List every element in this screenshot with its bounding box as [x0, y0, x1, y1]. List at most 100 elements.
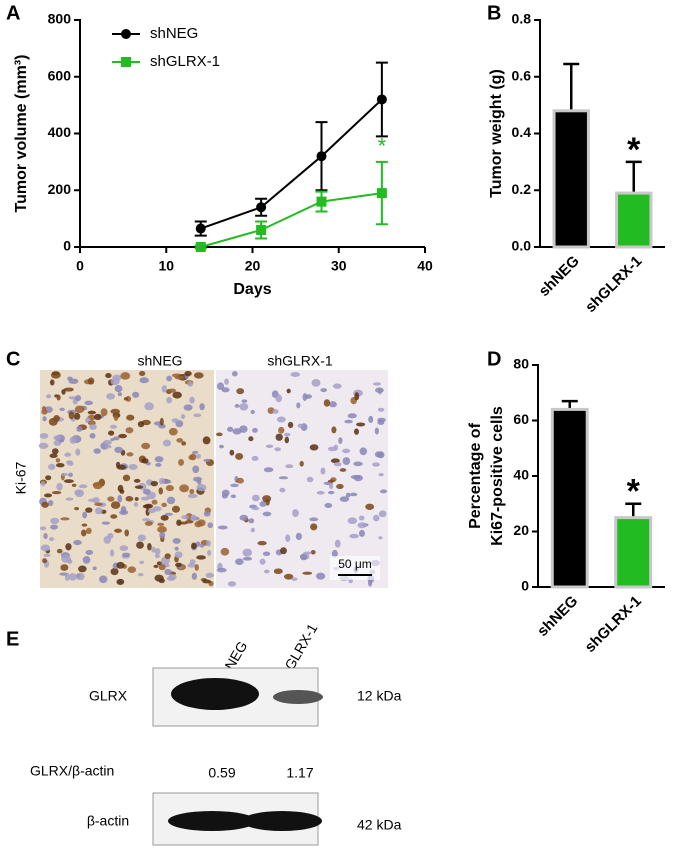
cell [180, 414, 186, 420]
cell [329, 483, 334, 490]
cell [110, 378, 120, 386]
cell [55, 458, 61, 463]
cell [121, 552, 131, 557]
error-bar [625, 160, 642, 194]
cell [378, 472, 384, 477]
cell [43, 553, 51, 558]
cell [221, 387, 230, 393]
cell [378, 536, 383, 540]
cell [61, 389, 66, 395]
cell [296, 402, 301, 409]
cell [87, 498, 96, 502]
cell [236, 388, 245, 395]
cell [192, 465, 200, 474]
cell [242, 556, 253, 561]
cell [118, 433, 127, 439]
cell [347, 517, 358, 525]
cell [92, 481, 103, 490]
cell [332, 383, 342, 389]
cell [181, 515, 189, 520]
cell [41, 501, 49, 508]
cell [229, 449, 235, 456]
cell [196, 483, 207, 492]
cell [334, 539, 341, 548]
cell [216, 432, 223, 437]
cells [38, 370, 388, 587]
cell [56, 394, 61, 401]
cell [40, 480, 46, 487]
cell [235, 558, 244, 565]
series-line [200, 98, 383, 230]
cell [116, 578, 125, 586]
row-label: β-actin [87, 813, 129, 829]
cell [106, 393, 115, 400]
cell [284, 436, 290, 444]
cell [231, 370, 238, 377]
cell [174, 551, 183, 559]
cell [134, 485, 144, 489]
cell [172, 391, 182, 399]
cell [239, 514, 249, 521]
y-tick-label: 40 [513, 467, 529, 483]
cell [353, 461, 363, 467]
cell [42, 558, 47, 564]
cell [68, 396, 77, 400]
cell [75, 572, 85, 581]
cell [68, 411, 75, 420]
cell [74, 489, 85, 498]
ratio: 1.17 [286, 765, 313, 781]
cell [102, 440, 112, 445]
cell [374, 451, 384, 458]
legend-marker [121, 29, 131, 39]
cell [309, 517, 319, 522]
cell [120, 372, 131, 380]
y-tick-label: 0 [521, 578, 529, 594]
cell [374, 427, 380, 435]
cell [75, 448, 81, 456]
error-bar [563, 62, 580, 111]
cell [192, 450, 199, 454]
legend-marker [121, 57, 131, 67]
cell [350, 475, 361, 480]
cell [42, 416, 47, 422]
cell [58, 439, 65, 443]
cell [345, 492, 351, 498]
cell [176, 519, 182, 526]
cell [175, 562, 182, 568]
cell [206, 549, 212, 556]
cell [358, 529, 366, 537]
annotation: * [627, 473, 641, 511]
cell [63, 387, 74, 392]
cell [113, 414, 119, 421]
cell [128, 464, 138, 470]
y-tick-label: 400 [48, 124, 72, 140]
panel-letter: A [6, 2, 20, 24]
cell [134, 497, 139, 501]
cell [123, 397, 129, 401]
cell [87, 377, 95, 385]
legend-label: shGLRX-1 [150, 53, 220, 70]
cell [189, 559, 196, 565]
cell [323, 399, 331, 407]
cell [81, 523, 88, 527]
y-tick-label: 80 [513, 356, 529, 372]
cell [147, 508, 156, 514]
x-tick-label: shNEG [534, 593, 581, 640]
cell [375, 387, 384, 393]
cell [331, 549, 338, 558]
cell [113, 436, 120, 441]
cell [300, 553, 308, 561]
cell [156, 561, 162, 566]
cell [184, 370, 192, 377]
cell [166, 375, 173, 382]
cell [52, 448, 59, 455]
cell [164, 512, 174, 516]
cell [251, 455, 259, 461]
cell [295, 532, 302, 541]
bar [614, 516, 653, 589]
cell [159, 477, 165, 485]
cell [71, 483, 77, 487]
cell [99, 575, 108, 584]
cell [297, 423, 303, 428]
annotation: * [378, 134, 387, 159]
